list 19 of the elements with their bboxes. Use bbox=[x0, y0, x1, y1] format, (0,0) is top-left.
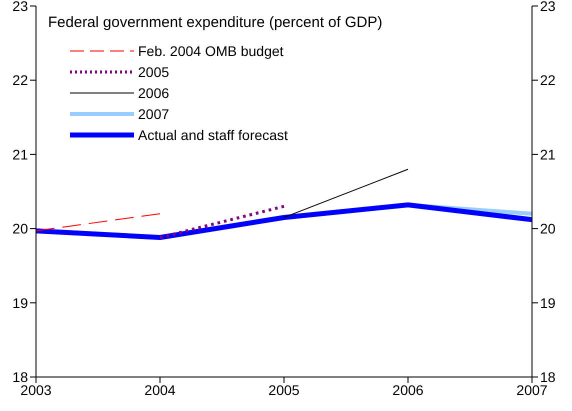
x-tick-label: 2004 bbox=[144, 382, 176, 398]
y-tick-label: 23 bbox=[12, 0, 28, 14]
y-tick-label: 20 bbox=[12, 220, 28, 237]
y2-tick-label: 22 bbox=[540, 72, 556, 88]
y2-tick-label: 19 bbox=[540, 294, 556, 311]
y2-tick-label: 21 bbox=[540, 146, 556, 162]
x-tick-label: 2006 bbox=[392, 382, 424, 398]
text: Federal government expenditure (percent of GDP) bbox=[48, 14, 382, 31]
legend-label: 2007 bbox=[138, 106, 170, 122]
y-tick-label: 19 bbox=[12, 294, 28, 311]
y2-tick-label: 23 bbox=[540, 0, 556, 14]
legend-label: Feb. 2004 OMB budget bbox=[138, 42, 284, 58]
legend-label: 2005 bbox=[138, 64, 170, 80]
y-tick-label: 21 bbox=[12, 146, 28, 162]
x-tick-label: 2005 bbox=[268, 382, 300, 398]
legend-label: 2006 bbox=[138, 84, 170, 100]
y2-tick-label: 20 bbox=[540, 220, 556, 237]
y-tick-label: 22 bbox=[12, 72, 28, 88]
legend-label: Actual and staff forecast bbox=[138, 126, 288, 142]
